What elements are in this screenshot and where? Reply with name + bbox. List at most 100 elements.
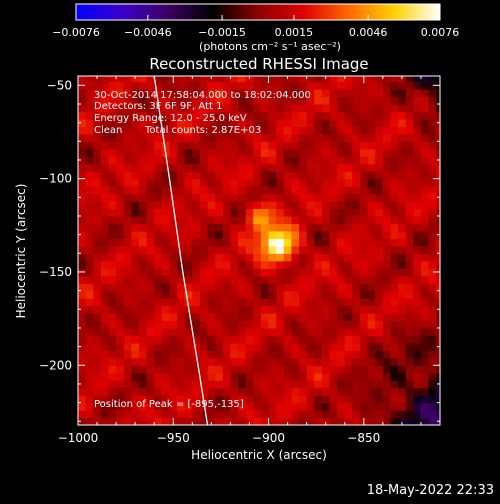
image-pixel [116, 103, 125, 113]
y-tick-label: −50 [47, 78, 72, 92]
image-pixel [177, 335, 186, 344]
image-pixel [207, 342, 216, 351]
image-pixel [276, 380, 285, 389]
image-pixel [314, 253, 323, 262]
image-pixel [428, 193, 437, 202]
image-pixel [390, 342, 399, 351]
image-pixel [100, 141, 110, 150]
image-pixel [367, 238, 376, 247]
image-pixel [192, 103, 201, 113]
image-pixel [436, 387, 440, 396]
image-pixel [154, 141, 163, 150]
image-pixel [85, 245, 94, 254]
image-pixel [321, 238, 331, 247]
image-pixel [291, 178, 300, 187]
image-pixel [352, 141, 361, 150]
image-pixel [382, 417, 392, 425]
image-pixel [230, 186, 239, 195]
image-pixel [131, 245, 140, 254]
image-pixel [238, 76, 247, 83]
image-pixel [116, 230, 125, 239]
image-pixel [329, 260, 338, 269]
image-pixel [192, 245, 201, 254]
image-pixel [123, 245, 132, 254]
image-pixel [344, 268, 353, 277]
image-pixel [359, 81, 369, 90]
image-pixel [169, 118, 178, 127]
image-pixel [245, 76, 254, 83]
image-pixel [344, 111, 353, 120]
image-pixel [420, 260, 430, 269]
image-pixel [85, 350, 94, 359]
image-pixel [428, 111, 437, 120]
image-pixel [215, 156, 224, 165]
image-pixel [192, 148, 201, 157]
image-pixel [78, 96, 87, 105]
image-pixel [375, 395, 384, 404]
image-pixel [192, 156, 201, 165]
image-pixel [161, 275, 171, 284]
image-pixel [398, 156, 407, 165]
image-pixel [276, 327, 285, 337]
image-pixel [291, 148, 300, 157]
image-pixel [283, 305, 292, 314]
image-pixel [138, 111, 148, 120]
image-pixel [260, 380, 270, 389]
image-pixel [169, 230, 178, 239]
image-pixel [146, 89, 155, 98]
image-pixel [177, 350, 186, 359]
image-pixel [161, 208, 171, 217]
image-pixel [207, 230, 216, 239]
image-pixel [398, 126, 407, 135]
image-pixel [154, 201, 163, 210]
image-pixel [436, 201, 440, 210]
image-pixel [260, 305, 270, 314]
image-pixel [375, 342, 384, 351]
image-pixel [413, 342, 422, 351]
image-pixel [85, 81, 94, 90]
image-pixel [359, 350, 369, 359]
image-pixel [405, 171, 414, 180]
image-pixel [276, 402, 285, 411]
image-pixel [276, 89, 285, 98]
image-pixel [352, 178, 361, 187]
image-pixel [390, 141, 399, 150]
image-pixel [413, 141, 422, 150]
image-pixel [299, 76, 308, 83]
image-pixel [222, 171, 232, 180]
image-pixel [192, 163, 201, 172]
image-pixel [238, 89, 247, 98]
image-pixel [161, 387, 171, 396]
image-pixel [398, 327, 407, 337]
image-pixel [169, 111, 178, 120]
image-pixel [436, 372, 440, 381]
image-pixel [344, 260, 353, 269]
image-pixel [405, 118, 414, 127]
image-pixel [138, 208, 148, 217]
image-pixel [337, 103, 346, 113]
image-pixel [306, 163, 315, 172]
image-pixel [276, 238, 285, 247]
image-pixel [268, 141, 277, 150]
image-pixel [93, 89, 102, 98]
image-pixel [268, 118, 277, 127]
image-pixel [283, 372, 292, 381]
image-pixel [146, 96, 155, 105]
image-pixel [207, 76, 216, 83]
image-pixel [306, 76, 315, 83]
image-pixel [283, 327, 292, 337]
image-pixel [215, 305, 224, 314]
image-pixel [398, 118, 407, 127]
image-pixel [382, 298, 392, 307]
image-pixel [367, 275, 376, 284]
image-pixel [78, 380, 87, 389]
image-pixel [359, 342, 369, 351]
image-pixel [352, 417, 361, 425]
image-pixel [207, 410, 216, 419]
image-pixel [382, 148, 392, 157]
image-pixel [238, 275, 247, 284]
image-pixel [352, 171, 361, 180]
image-pixel [306, 350, 315, 359]
image-pixel [85, 275, 94, 284]
image-pixel [428, 372, 437, 381]
